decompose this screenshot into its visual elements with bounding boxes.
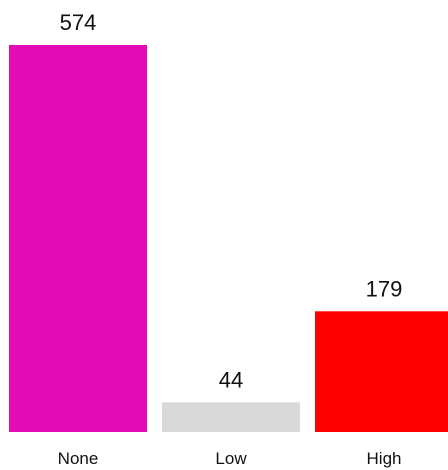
category-label-none: None bbox=[58, 449, 99, 468]
bar-high bbox=[315, 311, 448, 432]
value-label-high: 179 bbox=[366, 276, 403, 301]
bar-none bbox=[9, 45, 147, 432]
category-label-low: Low bbox=[215, 449, 247, 468]
value-labels-layer: 574 44 179 bbox=[60, 10, 403, 392]
bar-low bbox=[162, 402, 300, 432]
value-label-none: 574 bbox=[60, 10, 97, 35]
category-labels-layer: None Low High bbox=[58, 449, 402, 468]
value-label-low: 44 bbox=[219, 367, 243, 392]
bars-layer bbox=[9, 45, 448, 432]
category-label-high: High bbox=[367, 449, 402, 468]
